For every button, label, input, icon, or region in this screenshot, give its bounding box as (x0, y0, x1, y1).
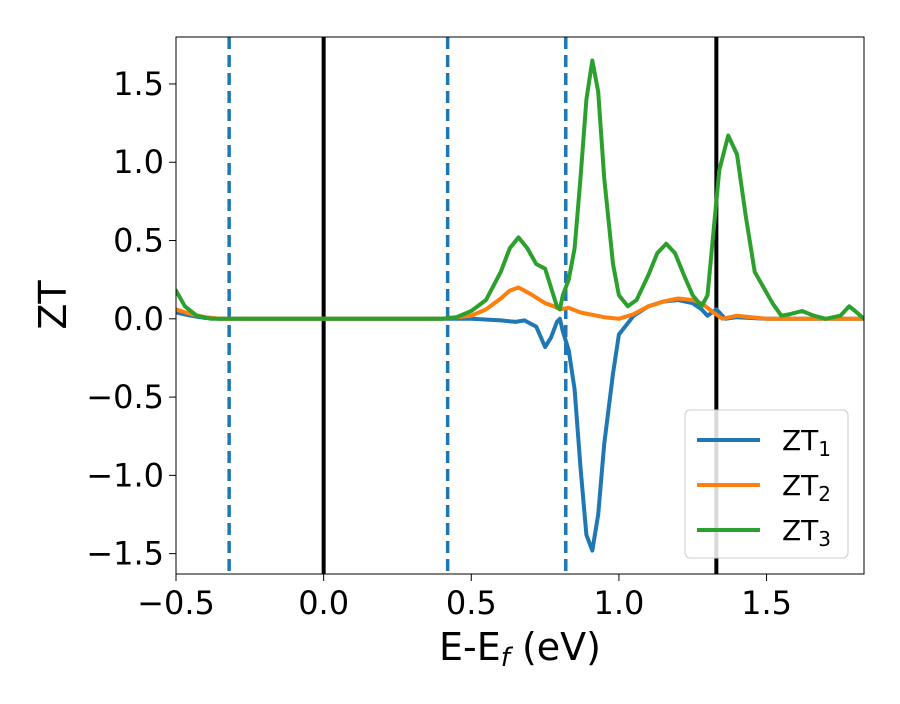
x-axis: −0.5 0.0 0.5 1.0 1.5 (137, 574, 792, 622)
x-axis-label: E-Ef (eV) (439, 625, 601, 673)
x-tick-label-0: −0.5 (137, 584, 215, 622)
y-tick-label-4: −0.5 (86, 378, 164, 416)
x-tick-label-4: 1.5 (741, 584, 792, 622)
y-axis-label: ZT (31, 280, 75, 330)
reference-lines (227, 37, 719, 574)
legend-box (684, 409, 849, 559)
y-tick-label-1: 1.0 (113, 143, 164, 181)
series-line-zt2 (176, 285, 864, 321)
y-tick-label-2: 0.5 (113, 222, 164, 260)
x-tick-label-2: 0.5 (446, 584, 497, 622)
series-line-zt3 (176, 58, 864, 321)
x-tick-label-3: 1.0 (593, 584, 644, 622)
x-tick-label-1: 0.0 (298, 584, 349, 622)
y-tick-label-6: −1.5 (86, 535, 164, 573)
y-tick-label-3: 0.0 (113, 300, 164, 338)
x-axis-label-main: E-E (439, 625, 501, 669)
legend-label-zt3: ZT3 (782, 514, 831, 551)
y-tick-label-5: −1.0 (86, 456, 164, 494)
y-tick-label-0: 1.5 (113, 65, 164, 103)
series-group (176, 58, 864, 553)
y-axis: 1.5 1.0 0.5 0.0 −0.5 −1.0 −1.5 (86, 65, 176, 573)
legend-label-zt2: ZT2 (782, 469, 831, 506)
legend[interactable]: ZT1 ZT2 ZT3 (684, 409, 849, 559)
legend-label-zt1: ZT1 (782, 424, 831, 461)
x-axis-label-unit: (eV) (510, 625, 601, 669)
plot-frame (175, 36, 865, 575)
